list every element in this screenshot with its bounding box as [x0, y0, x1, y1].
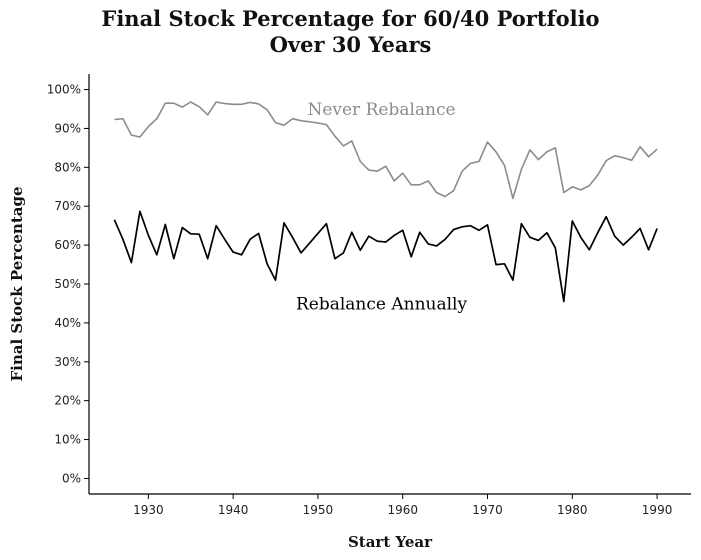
y-tick-label: 70% — [54, 199, 81, 213]
y-tick-label: 0% — [62, 471, 81, 485]
y-tick-label: 80% — [54, 160, 81, 174]
x-tick-label: 1950 — [303, 503, 334, 517]
series-label-never-rebalance: Never Rebalance — [307, 100, 455, 120]
y-tick-label: 10% — [54, 433, 81, 447]
x-tick-label: 1960 — [387, 503, 418, 517]
chart-title-line-2: Over 30 Years — [269, 32, 432, 57]
x-axis-title: Start Year — [348, 533, 433, 551]
x-tick-label: 1970 — [472, 503, 503, 517]
series-lines — [113, 101, 658, 303]
x-ticks: 1930 1940 1950 1960 1970 1980 1990 — [133, 494, 672, 517]
y-ticks: 0% 10% 20% 30% 40% 50% 60% 70% 80% 90% 100% — [47, 83, 89, 485]
series-labels: Never Rebalance Rebalance Annually — [296, 100, 468, 314]
x-tick-label: 1980 — [557, 503, 588, 517]
y-tick-label: 100% — [47, 83, 81, 97]
y-tick-label: 30% — [54, 355, 81, 369]
x-tick-label: 1940 — [218, 503, 249, 517]
y-tick-label: 60% — [54, 238, 81, 252]
y-tick-label: 20% — [54, 394, 81, 408]
series-label-rebalance-annually: Rebalance Annually — [296, 294, 468, 314]
y-tick-label: 50% — [54, 277, 81, 291]
chart-title: Final Stock Percentage for 60/40 Portfol… — [0, 6, 701, 58]
y-tick-label: 40% — [54, 316, 81, 330]
series-line-never-rebalance — [114, 101, 658, 200]
y-tick-label: 90% — [54, 121, 81, 135]
series-line-rebalance-annually — [113, 210, 658, 303]
y-axis-title: Final Stock Percentage — [8, 187, 26, 382]
x-tick-label: 1930 — [133, 503, 164, 517]
chart-title-line-1: Final Stock Percentage for 60/40 Portfol… — [101, 6, 600, 31]
x-tick-label: 1990 — [642, 503, 673, 517]
